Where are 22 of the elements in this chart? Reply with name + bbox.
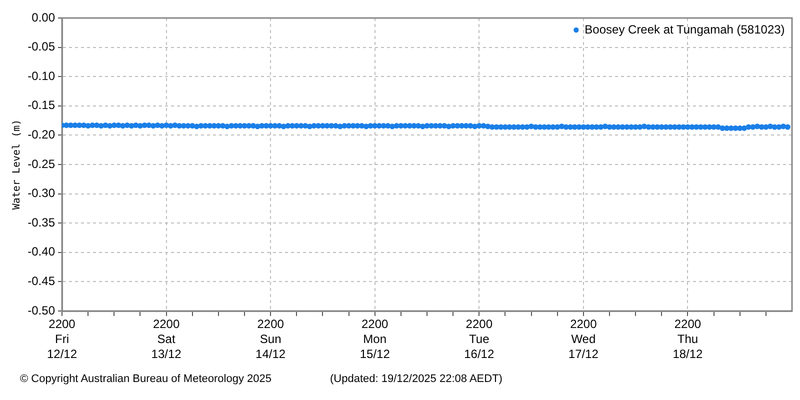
y-tick-label: -0.15 <box>28 98 56 112</box>
x-tick-label: 2200 Tue 16/12 <box>464 316 494 361</box>
y-tick-label: 0.00 <box>32 10 56 24</box>
y-axis-title: Water Level (m) <box>12 119 23 210</box>
y-tick-label: -0.20 <box>28 128 56 142</box>
legend-label: Boosey Creek at Tungamah (581023) <box>584 22 785 36</box>
y-tick-label: -0.35 <box>28 215 56 230</box>
x-tick-label: 2200 Sun 14/12 <box>256 316 286 361</box>
y-tick-label: -0.40 <box>28 244 56 259</box>
y-tick-label: -0.10 <box>28 68 56 83</box>
y-tick-label: -0.05 <box>28 40 56 54</box>
x-tick-label: 2200 Mon 15/12 <box>360 316 390 361</box>
text: (Updated: 19/12/2025 22:08 AEDT) <box>330 373 502 385</box>
y-tick-label: -0.50 <box>28 303 56 318</box>
x-tick-label: 2200 Sat 13/12 <box>151 316 182 361</box>
x-tick-label: 2200 Wed 17/12 <box>568 316 599 361</box>
x-tick-label: 2200 Thu 18/12 <box>672 316 704 361</box>
x-tick-label: 2200 Fri 12/12 <box>46 316 78 361</box>
text: © Copyright Australian Bureau of Meteorology 2025 <box>20 373 272 385</box>
y-tick-label: -0.25 <box>28 156 56 171</box>
y-tick-label: -0.45 <box>28 274 56 288</box>
y-tick-label: -0.30 <box>28 186 56 200</box>
